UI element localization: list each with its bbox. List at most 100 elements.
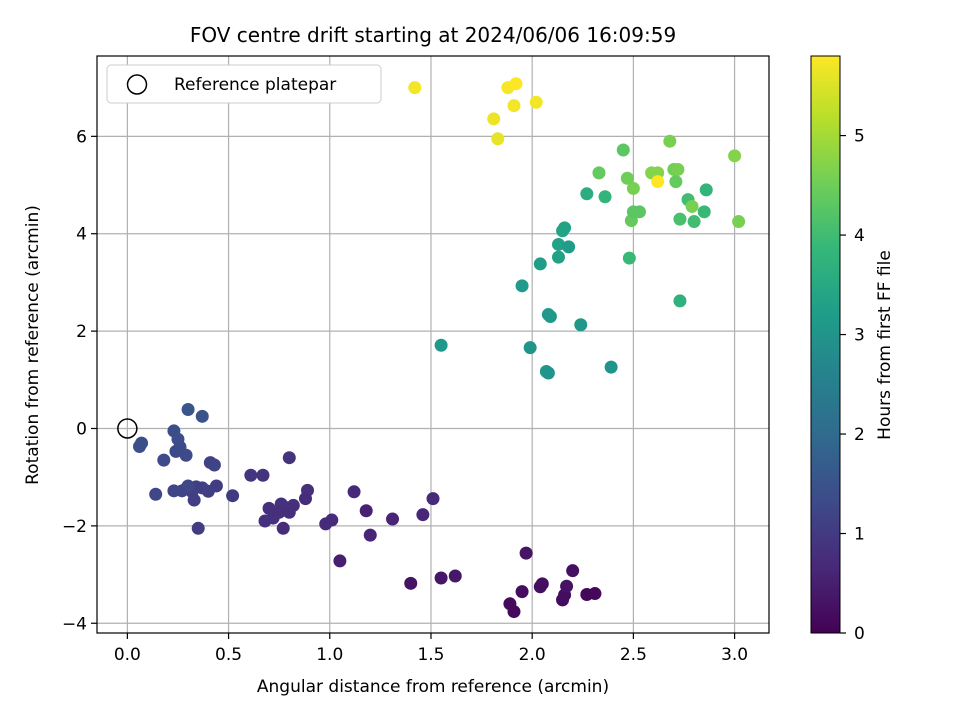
data-point bbox=[533, 257, 547, 271]
colorbar-gradient bbox=[810, 55, 841, 634]
x-axis-ticks: 0.0 0.5 1.0 1.5 2.0 2.5 3.0 bbox=[114, 633, 748, 665]
colorbar: 0 1 2 3 4 5 Hours from first FF file bbox=[810, 55, 895, 644]
data-point bbox=[256, 468, 270, 482]
data-point bbox=[551, 237, 565, 251]
data-point bbox=[515, 585, 529, 599]
data-point bbox=[386, 512, 400, 526]
colorbar-tick-label: 2 bbox=[854, 425, 865, 445]
colorbar-tick-label: 0 bbox=[854, 624, 865, 644]
data-point bbox=[535, 577, 549, 591]
data-point bbox=[276, 521, 290, 535]
data-point bbox=[244, 468, 258, 482]
data-point bbox=[541, 366, 555, 380]
data-point bbox=[169, 444, 183, 458]
data-point bbox=[207, 458, 221, 472]
legend: Reference platepar bbox=[106, 64, 382, 104]
data-point bbox=[286, 498, 300, 512]
data-point bbox=[167, 484, 181, 498]
colorbar-ticks: 0 1 2 3 4 5 bbox=[840, 127, 865, 644]
data-point bbox=[592, 166, 606, 180]
colorbar-tick-label: 1 bbox=[854, 525, 865, 545]
x-tick-label: 0.5 bbox=[215, 645, 242, 665]
y-tick-label: 6 bbox=[76, 127, 87, 147]
data-point bbox=[187, 493, 201, 507]
x-tick-label: 0.0 bbox=[114, 645, 141, 665]
data-point bbox=[663, 134, 677, 148]
data-point bbox=[282, 451, 296, 465]
data-point bbox=[732, 215, 746, 229]
data-point bbox=[580, 187, 594, 201]
data-point bbox=[181, 479, 195, 493]
y-tick-label: 0 bbox=[76, 419, 87, 439]
data-point bbox=[426, 492, 440, 506]
data-point bbox=[673, 294, 687, 308]
data-point bbox=[685, 199, 699, 213]
data-point bbox=[651, 175, 665, 189]
y-tick-label: 4 bbox=[76, 225, 87, 245]
data-point bbox=[728, 149, 742, 163]
data-point bbox=[408, 81, 422, 95]
data-point bbox=[632, 205, 646, 219]
data-point bbox=[558, 221, 572, 235]
data-point bbox=[491, 132, 505, 146]
data-point bbox=[416, 508, 430, 522]
data-point bbox=[404, 576, 418, 590]
data-point bbox=[515, 279, 529, 293]
plot-points bbox=[117, 77, 746, 619]
data-point bbox=[519, 546, 533, 560]
legend-entry-reference: Reference platepar bbox=[174, 75, 336, 95]
data-point bbox=[298, 492, 312, 506]
data-point bbox=[509, 77, 523, 91]
colorbar-tick-label: 5 bbox=[854, 127, 865, 147]
data-point bbox=[687, 215, 701, 229]
data-point bbox=[167, 424, 181, 438]
y-tick-label: −4 bbox=[62, 614, 87, 634]
reference-platepar-marker bbox=[117, 418, 138, 439]
data-point bbox=[562, 240, 576, 254]
data-point bbox=[333, 554, 347, 568]
chart-title: FOV centre drift starting at 2024/06/06 … bbox=[190, 23, 676, 47]
data-point bbox=[157, 453, 171, 467]
data-point bbox=[560, 579, 574, 593]
data-point bbox=[195, 409, 209, 423]
legend-reference-marker bbox=[126, 74, 148, 95]
data-point bbox=[588, 587, 602, 601]
y-tick-label: −2 bbox=[62, 517, 87, 537]
x-tick-label: 2.5 bbox=[620, 645, 647, 665]
x-axis-label: Angular distance from reference (arcmin) bbox=[257, 677, 609, 697]
colorbar-tick-label: 4 bbox=[854, 226, 865, 246]
data-point bbox=[523, 341, 537, 355]
data-point bbox=[604, 360, 618, 374]
data-point bbox=[272, 505, 286, 519]
data-point bbox=[699, 183, 713, 197]
data-point bbox=[434, 571, 448, 585]
data-point bbox=[262, 501, 276, 515]
data-point bbox=[626, 181, 640, 195]
data-point bbox=[359, 504, 373, 518]
data-point bbox=[149, 487, 163, 501]
x-tick-label: 2.0 bbox=[519, 645, 546, 665]
plot-frame bbox=[96, 55, 770, 634]
data-point bbox=[507, 99, 521, 113]
data-point bbox=[507, 605, 521, 619]
data-point bbox=[671, 162, 685, 176]
x-tick-label: 3.0 bbox=[721, 645, 748, 665]
data-point bbox=[620, 171, 634, 185]
data-point bbox=[448, 569, 462, 583]
data-point bbox=[574, 318, 588, 332]
data-point bbox=[226, 489, 240, 503]
data-point bbox=[325, 513, 339, 527]
data-point bbox=[191, 521, 205, 535]
data-point bbox=[258, 514, 272, 528]
data-point bbox=[669, 175, 683, 189]
legend-box bbox=[106, 64, 382, 104]
data-point bbox=[543, 310, 557, 324]
data-point bbox=[566, 564, 580, 578]
data-point bbox=[673, 212, 687, 226]
data-point bbox=[487, 112, 501, 126]
data-point bbox=[616, 143, 630, 157]
x-tick-label: 1.5 bbox=[417, 645, 444, 665]
data-point bbox=[551, 250, 565, 264]
y-tick-label: 2 bbox=[76, 322, 87, 342]
